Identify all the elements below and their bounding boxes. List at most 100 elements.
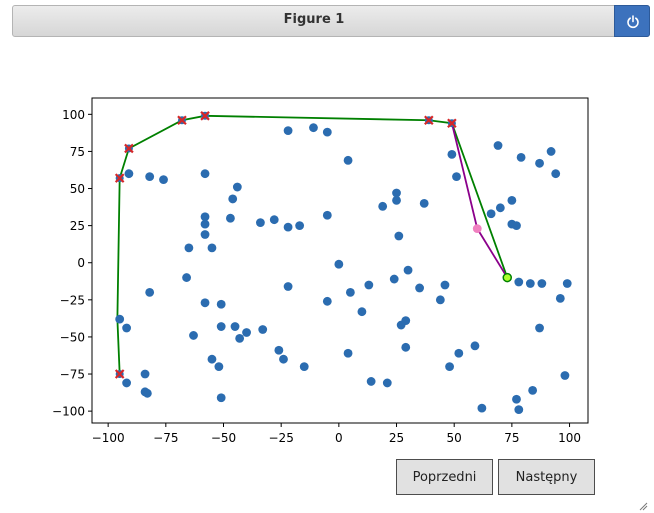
- data-point: [435, 295, 445, 305]
- data-point: [200, 219, 210, 229]
- data-point: [401, 316, 411, 326]
- data-point: [283, 282, 293, 291]
- y-tick-label: 50: [70, 182, 85, 196]
- data-point: [528, 385, 538, 395]
- data-point: [537, 279, 547, 288]
- hull-vertex-cross: [424, 115, 434, 126]
- data-point: [512, 394, 521, 404]
- x-tick-label: 50: [447, 431, 462, 445]
- y-tick-label: 25: [70, 219, 85, 233]
- data-point: [378, 201, 388, 211]
- y-tick-label: −100: [52, 405, 85, 419]
- data-point: [124, 169, 134, 179]
- data-point: [309, 123, 318, 133]
- data-point: [343, 348, 353, 358]
- x-tick-label: 75: [504, 431, 519, 445]
- data-point: [445, 362, 454, 372]
- data-point: [401, 342, 411, 352]
- data-point: [322, 127, 332, 137]
- data-point: [207, 243, 217, 253]
- current-point: [502, 272, 513, 283]
- data-point: [200, 169, 210, 179]
- data-point: [216, 299, 226, 309]
- data-point: [207, 354, 217, 364]
- data-point: [242, 328, 251, 337]
- data-point: [295, 221, 305, 231]
- data-point: [322, 210, 332, 220]
- data-point: [283, 222, 293, 232]
- window-titlebar: Figure 1: [12, 5, 650, 37]
- data-point: [140, 387, 150, 397]
- data-point: [415, 283, 424, 293]
- y-tick-label: −75: [60, 368, 85, 382]
- y-tick-label: −25: [60, 293, 85, 307]
- data-point: [182, 273, 191, 282]
- data-point: [258, 325, 268, 334]
- hull-vertex-cross: [177, 115, 187, 126]
- data-point: [216, 393, 226, 403]
- data-point: [364, 280, 374, 290]
- x-tick-label: 100: [558, 431, 581, 445]
- data-point: [366, 377, 376, 386]
- data-point: [389, 274, 399, 284]
- data-point: [495, 203, 505, 213]
- x-tick-label: −25: [269, 431, 294, 445]
- next-button[interactable]: Następny: [498, 459, 595, 495]
- data-point: [256, 218, 265, 228]
- data-point: [343, 155, 353, 165]
- hull-vertex-cross: [114, 173, 125, 183]
- data-point: [392, 188, 401, 198]
- data-point: [516, 152, 526, 162]
- data-point: [216, 322, 226, 331]
- data-point: [419, 198, 429, 208]
- data-point: [452, 172, 461, 182]
- data-point: [232, 182, 242, 192]
- data-point: [274, 345, 284, 355]
- data-point: [447, 149, 457, 159]
- data-point: [562, 279, 572, 288]
- x-tick-label: −50: [211, 431, 236, 445]
- hull-vertex-cross: [200, 111, 210, 121]
- data-point: [392, 195, 401, 205]
- data-point: [334, 259, 344, 269]
- hull-vertex-marker: [114, 369, 125, 379]
- power-button[interactable]: [614, 5, 650, 37]
- data-point: [189, 331, 198, 340]
- x-tick-label: −75: [153, 431, 178, 445]
- data-point: [512, 221, 521, 231]
- data-point: [535, 323, 544, 333]
- data-point: [184, 243, 194, 253]
- candidate-point: [472, 224, 482, 233]
- data-point: [560, 371, 570, 380]
- data-point: [440, 280, 450, 290]
- data-point: [159, 175, 168, 185]
- hull-vertex-marker: [447, 118, 457, 129]
- data-point: [122, 323, 132, 333]
- data-point: [322, 296, 332, 306]
- x-tick-label: 0: [335, 431, 343, 445]
- y-tick-label: 75: [70, 145, 85, 159]
- resize-grip-icon[interactable]: [638, 501, 648, 511]
- data-point: [555, 293, 565, 303]
- x-tick-label: −100: [92, 431, 125, 445]
- data-point: [493, 141, 503, 150]
- y-tick-label: 100: [62, 108, 85, 122]
- data-point: [145, 288, 155, 297]
- data-point: [228, 194, 238, 204]
- previous-button[interactable]: Poprzedni: [396, 459, 493, 495]
- hull-vertex-marker: [424, 115, 434, 126]
- data-point: [226, 213, 235, 223]
- hull-vertex-cross: [124, 143, 134, 154]
- data-point: [454, 348, 464, 358]
- data-point: [345, 288, 355, 297]
- hull-vertex-marker: [124, 143, 134, 154]
- plot-frame: [91, 97, 589, 424]
- data-point: [235, 334, 245, 343]
- data-point: [486, 209, 496, 219]
- hull-vertex-marker: [200, 111, 210, 121]
- y-tick-label: 0: [77, 256, 85, 270]
- window-title: Figure 1: [283, 12, 345, 27]
- data-point: [230, 322, 240, 331]
- data-point: [115, 314, 125, 324]
